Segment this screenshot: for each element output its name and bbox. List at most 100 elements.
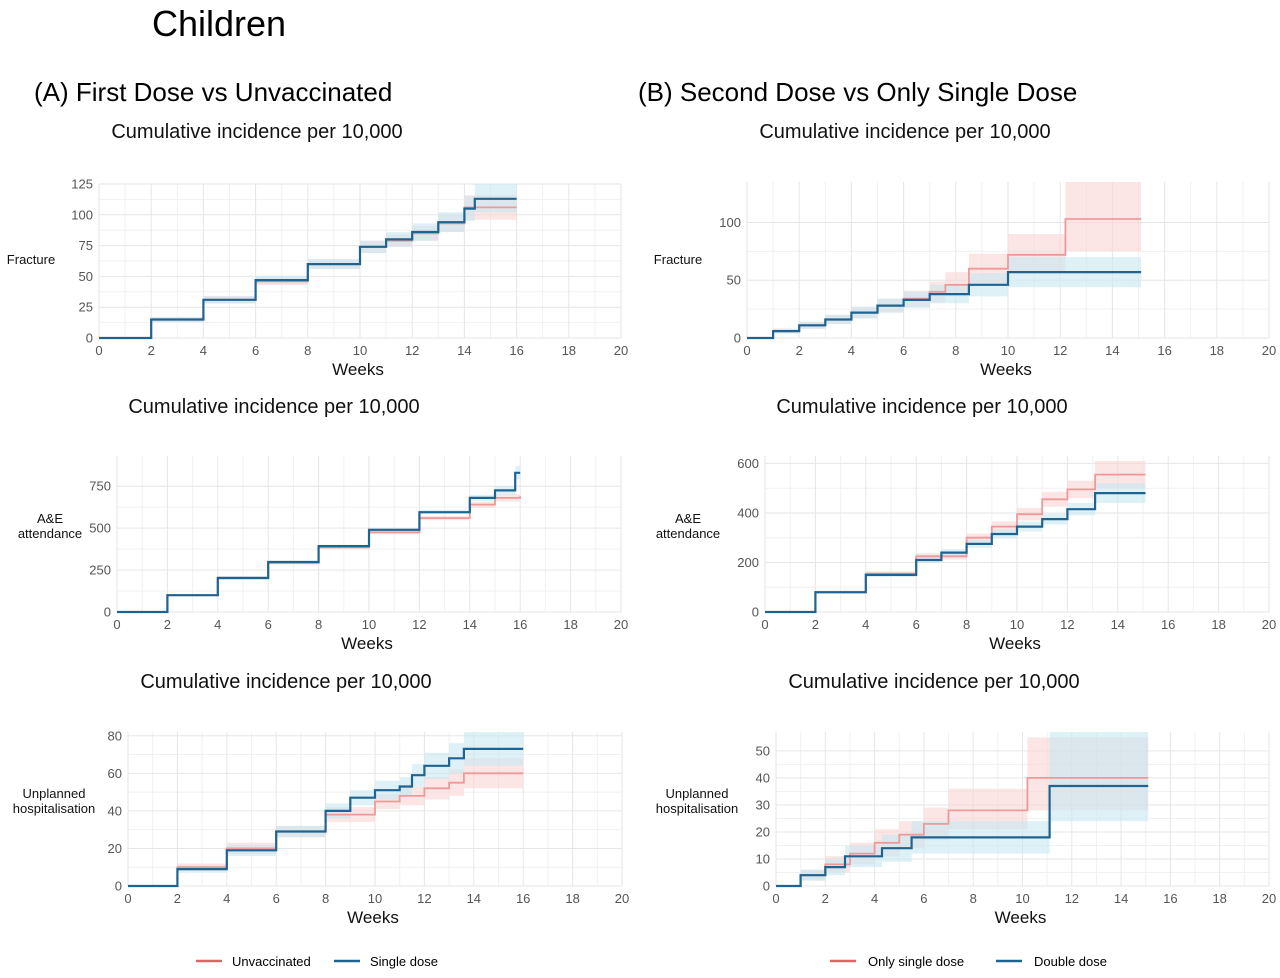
x-tick-label: 4	[862, 617, 869, 632]
subplot-5: 0 2 4 6 8 10 12 14 16 18 20 0 20 40 60 80 Cumulative inc…	[13, 671, 629, 927]
x-tick-label: 14	[1114, 891, 1128, 906]
x-tick-label: 2	[164, 617, 171, 632]
y-axis-label: A&E attendance	[656, 511, 720, 541]
x-tick-label: 16	[1157, 343, 1171, 358]
legend-b-label-1: Only single dose	[868, 954, 964, 969]
x-tick-label: 10	[353, 343, 367, 358]
x-tick-label: 20	[615, 891, 629, 906]
x-axis-label: Weeks	[995, 908, 1047, 927]
x-tick-label: 8	[970, 891, 977, 906]
series-line-2	[117, 471, 521, 614]
x-tick-label: 8	[304, 343, 311, 358]
x-axis-label: Weeks	[347, 908, 399, 927]
ci-band-2	[776, 732, 1149, 886]
x-tick-label: 4	[223, 891, 230, 906]
figure-title: Children	[152, 3, 286, 44]
y-axis-label-line-2: attendance	[656, 526, 720, 541]
x-tick-label: 20	[614, 617, 628, 632]
x-tick-label: 10	[362, 617, 376, 632]
x-tick-label: 2	[796, 343, 803, 358]
y-tick-label: 600	[737, 456, 759, 471]
x-tick-label: 2	[174, 891, 181, 906]
y-axis-label: Unplanned hospitalisation	[656, 786, 738, 816]
x-tick-label: 2	[148, 343, 155, 358]
x-tick-label: 6	[273, 891, 280, 906]
y-tick-label: 125	[71, 177, 93, 192]
y-tick-label: 250	[89, 563, 111, 578]
x-tick-label: 8	[952, 343, 959, 358]
y-tick-label: 0	[104, 605, 111, 620]
x-tick-label: 4	[214, 617, 221, 632]
x-tick-label: 0	[772, 891, 779, 906]
y-tick-label: 40	[756, 770, 770, 785]
legend-a: Unvaccinated Single dose	[196, 954, 438, 969]
x-axis-label: Weeks	[341, 634, 393, 653]
series-line-2	[128, 747, 524, 888]
legend-b: Only single dose Double dose	[830, 954, 1107, 969]
y-tick-label: 60	[108, 766, 122, 781]
y-tick-label: 80	[108, 728, 122, 743]
y-tick-label: 500	[89, 521, 111, 536]
x-tick-label: 14	[457, 343, 471, 358]
x-tick-label: 4	[200, 343, 207, 358]
x-tick-label: 8	[322, 891, 329, 906]
x-tick-label: 20	[614, 343, 628, 358]
series-line-2	[765, 492, 1146, 614]
x-tick-label: 18	[563, 617, 577, 632]
x-tick-label: 6	[913, 617, 920, 632]
y-tick-label: 0	[734, 331, 741, 346]
series-line-2	[776, 784, 1149, 888]
subplot-6: 0 2 4 6 8 10 12 14 16 18 20 0 10 20 30 40 50 Cumulative i…	[656, 671, 1276, 927]
panel-b-title: (B) Second Dose vs Only Single Dose	[638, 77, 1077, 107]
chart-title: Cumulative incidence per 10,000	[111, 121, 402, 143]
x-tick-label: 2	[822, 891, 829, 906]
subplot-1: 0 2 4 6 8 10 12 14 16 18 20 0 25 50 75 100 125 Cumulative…	[7, 121, 628, 379]
x-tick-label: 6	[252, 343, 259, 358]
ci-band-2	[765, 483, 1146, 612]
x-tick-label: 14	[1105, 343, 1119, 358]
x-tick-label: 20	[1262, 891, 1276, 906]
chart-title: Cumulative incidence per 10,000	[140, 671, 431, 693]
x-tick-label: 16	[516, 891, 530, 906]
x-tick-label: 18	[1211, 617, 1225, 632]
y-tick-label: 750	[89, 479, 111, 494]
x-tick-label: 10	[1001, 343, 1015, 358]
y-tick-label: 20	[108, 841, 122, 856]
chart-title: Cumulative incidence per 10,000	[759, 121, 1050, 143]
y-axis-label-line-2: hospitalisation	[13, 801, 95, 816]
x-tick-label: 6	[920, 891, 927, 906]
x-tick-label: 20	[1262, 617, 1276, 632]
x-tick-label: 0	[743, 343, 750, 358]
ci-band-1	[765, 461, 1146, 612]
legend-a-label-2: Single dose	[370, 954, 438, 969]
x-tick-label: 18	[1210, 343, 1224, 358]
chart-title: Cumulative incidence per 10,000	[776, 396, 1067, 418]
subplot-2: 0 2 4 6 8 10 12 14 16 18 20 0 50 100 Cumulative incide…	[654, 121, 1276, 379]
y-tick-label: 200	[737, 555, 759, 570]
y-tick-label: 50	[727, 273, 741, 288]
x-tick-label: 16	[1161, 617, 1175, 632]
x-tick-label: 12	[1060, 617, 1074, 632]
panel-a-title: (A) First Dose vs Unvaccinated	[34, 77, 392, 107]
x-axis-label: Weeks	[980, 360, 1032, 379]
x-tick-label: 0	[113, 617, 120, 632]
x-tick-label: 12	[405, 343, 419, 358]
y-tick-label: 0	[763, 879, 770, 894]
series-line-2	[747, 271, 1142, 340]
x-tick-label: 18	[562, 343, 576, 358]
y-tick-label: 50	[756, 743, 770, 758]
y-tick-label: 40	[108, 803, 122, 818]
y-axis-label: Fracture	[7, 252, 55, 267]
legend-b-label-2: Double dose	[1034, 954, 1107, 969]
chart-title: Cumulative incidence per 10,000	[788, 671, 1079, 693]
x-tick-label: 14	[463, 617, 477, 632]
x-tick-label: 12	[1065, 891, 1079, 906]
x-tick-label: 12	[1053, 343, 1067, 358]
x-tick-label: 2	[812, 617, 819, 632]
y-tick-label: 0	[752, 605, 759, 620]
y-axis-label-line-2: hospitalisation	[656, 801, 738, 816]
x-tick-label: 20	[1262, 343, 1276, 358]
y-tick-label: 25	[79, 300, 93, 315]
y-tick-label: 400	[737, 505, 759, 520]
